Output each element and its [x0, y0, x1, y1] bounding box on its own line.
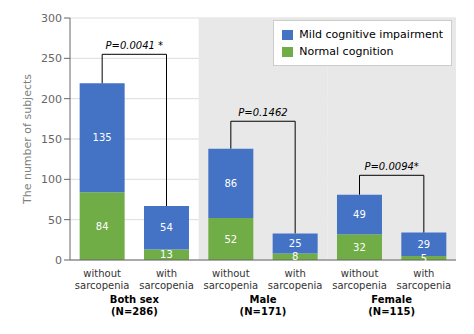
svg-text:P=0.0041 *: P=0.0041 * [106, 40, 164, 51]
svg-text:withsarcopenia: withsarcopenia [397, 268, 452, 291]
svg-text:86: 86 [224, 178, 237, 189]
svg-text:150: 150 [41, 133, 62, 146]
svg-text:300: 300 [41, 12, 62, 25]
svg-text:Male(N=171): Male(N=171) [240, 294, 287, 317]
svg-text:29: 29 [417, 239, 430, 250]
svg-text:135: 135 [93, 132, 112, 143]
svg-text:withsarcopenia: withsarcopenia [139, 268, 194, 291]
svg-text:0: 0 [55, 254, 62, 267]
svg-text:25: 25 [289, 238, 302, 249]
svg-text:Female(N=115): Female(N=115) [368, 294, 415, 317]
svg-text:withoutsarcopenia: withoutsarcopenia [332, 268, 387, 291]
svg-text:200: 200 [41, 93, 62, 106]
html-text:Mild cognitive impairment: Mild cognitive impairment [299, 28, 443, 41]
svg-text:100: 100 [41, 173, 62, 186]
svg-text:P=0.0094*: P=0.0094* [364, 161, 418, 172]
svg-text:49: 49 [353, 209, 366, 220]
svg-text:Both sex(N=286): Both sex(N=286) [110, 294, 160, 317]
svg-text:withsarcopenia: withsarcopenia [268, 268, 323, 291]
svg-text:32: 32 [353, 242, 366, 253]
svg-text:50: 50 [48, 214, 62, 227]
svg-text:8: 8 [292, 251, 298, 262]
html-text:Normal cognition: Normal cognition [299, 45, 394, 58]
svg-text:84: 84 [96, 221, 109, 232]
svg-text:250: 250 [41, 52, 62, 65]
svg-text:54: 54 [160, 222, 173, 233]
svg-text:13: 13 [160, 249, 173, 260]
svg-text:P=0.1462: P=0.1462 [238, 107, 287, 118]
svg-text:withoutsarcopenia: withoutsarcopenia [204, 268, 259, 291]
svg-text:withoutsarcopenia: withoutsarcopenia [75, 268, 130, 291]
svg-text:5: 5 [421, 253, 427, 264]
svg-text:The number of subjects: The number of subjects [21, 74, 34, 205]
svg-text:52: 52 [224, 234, 237, 245]
